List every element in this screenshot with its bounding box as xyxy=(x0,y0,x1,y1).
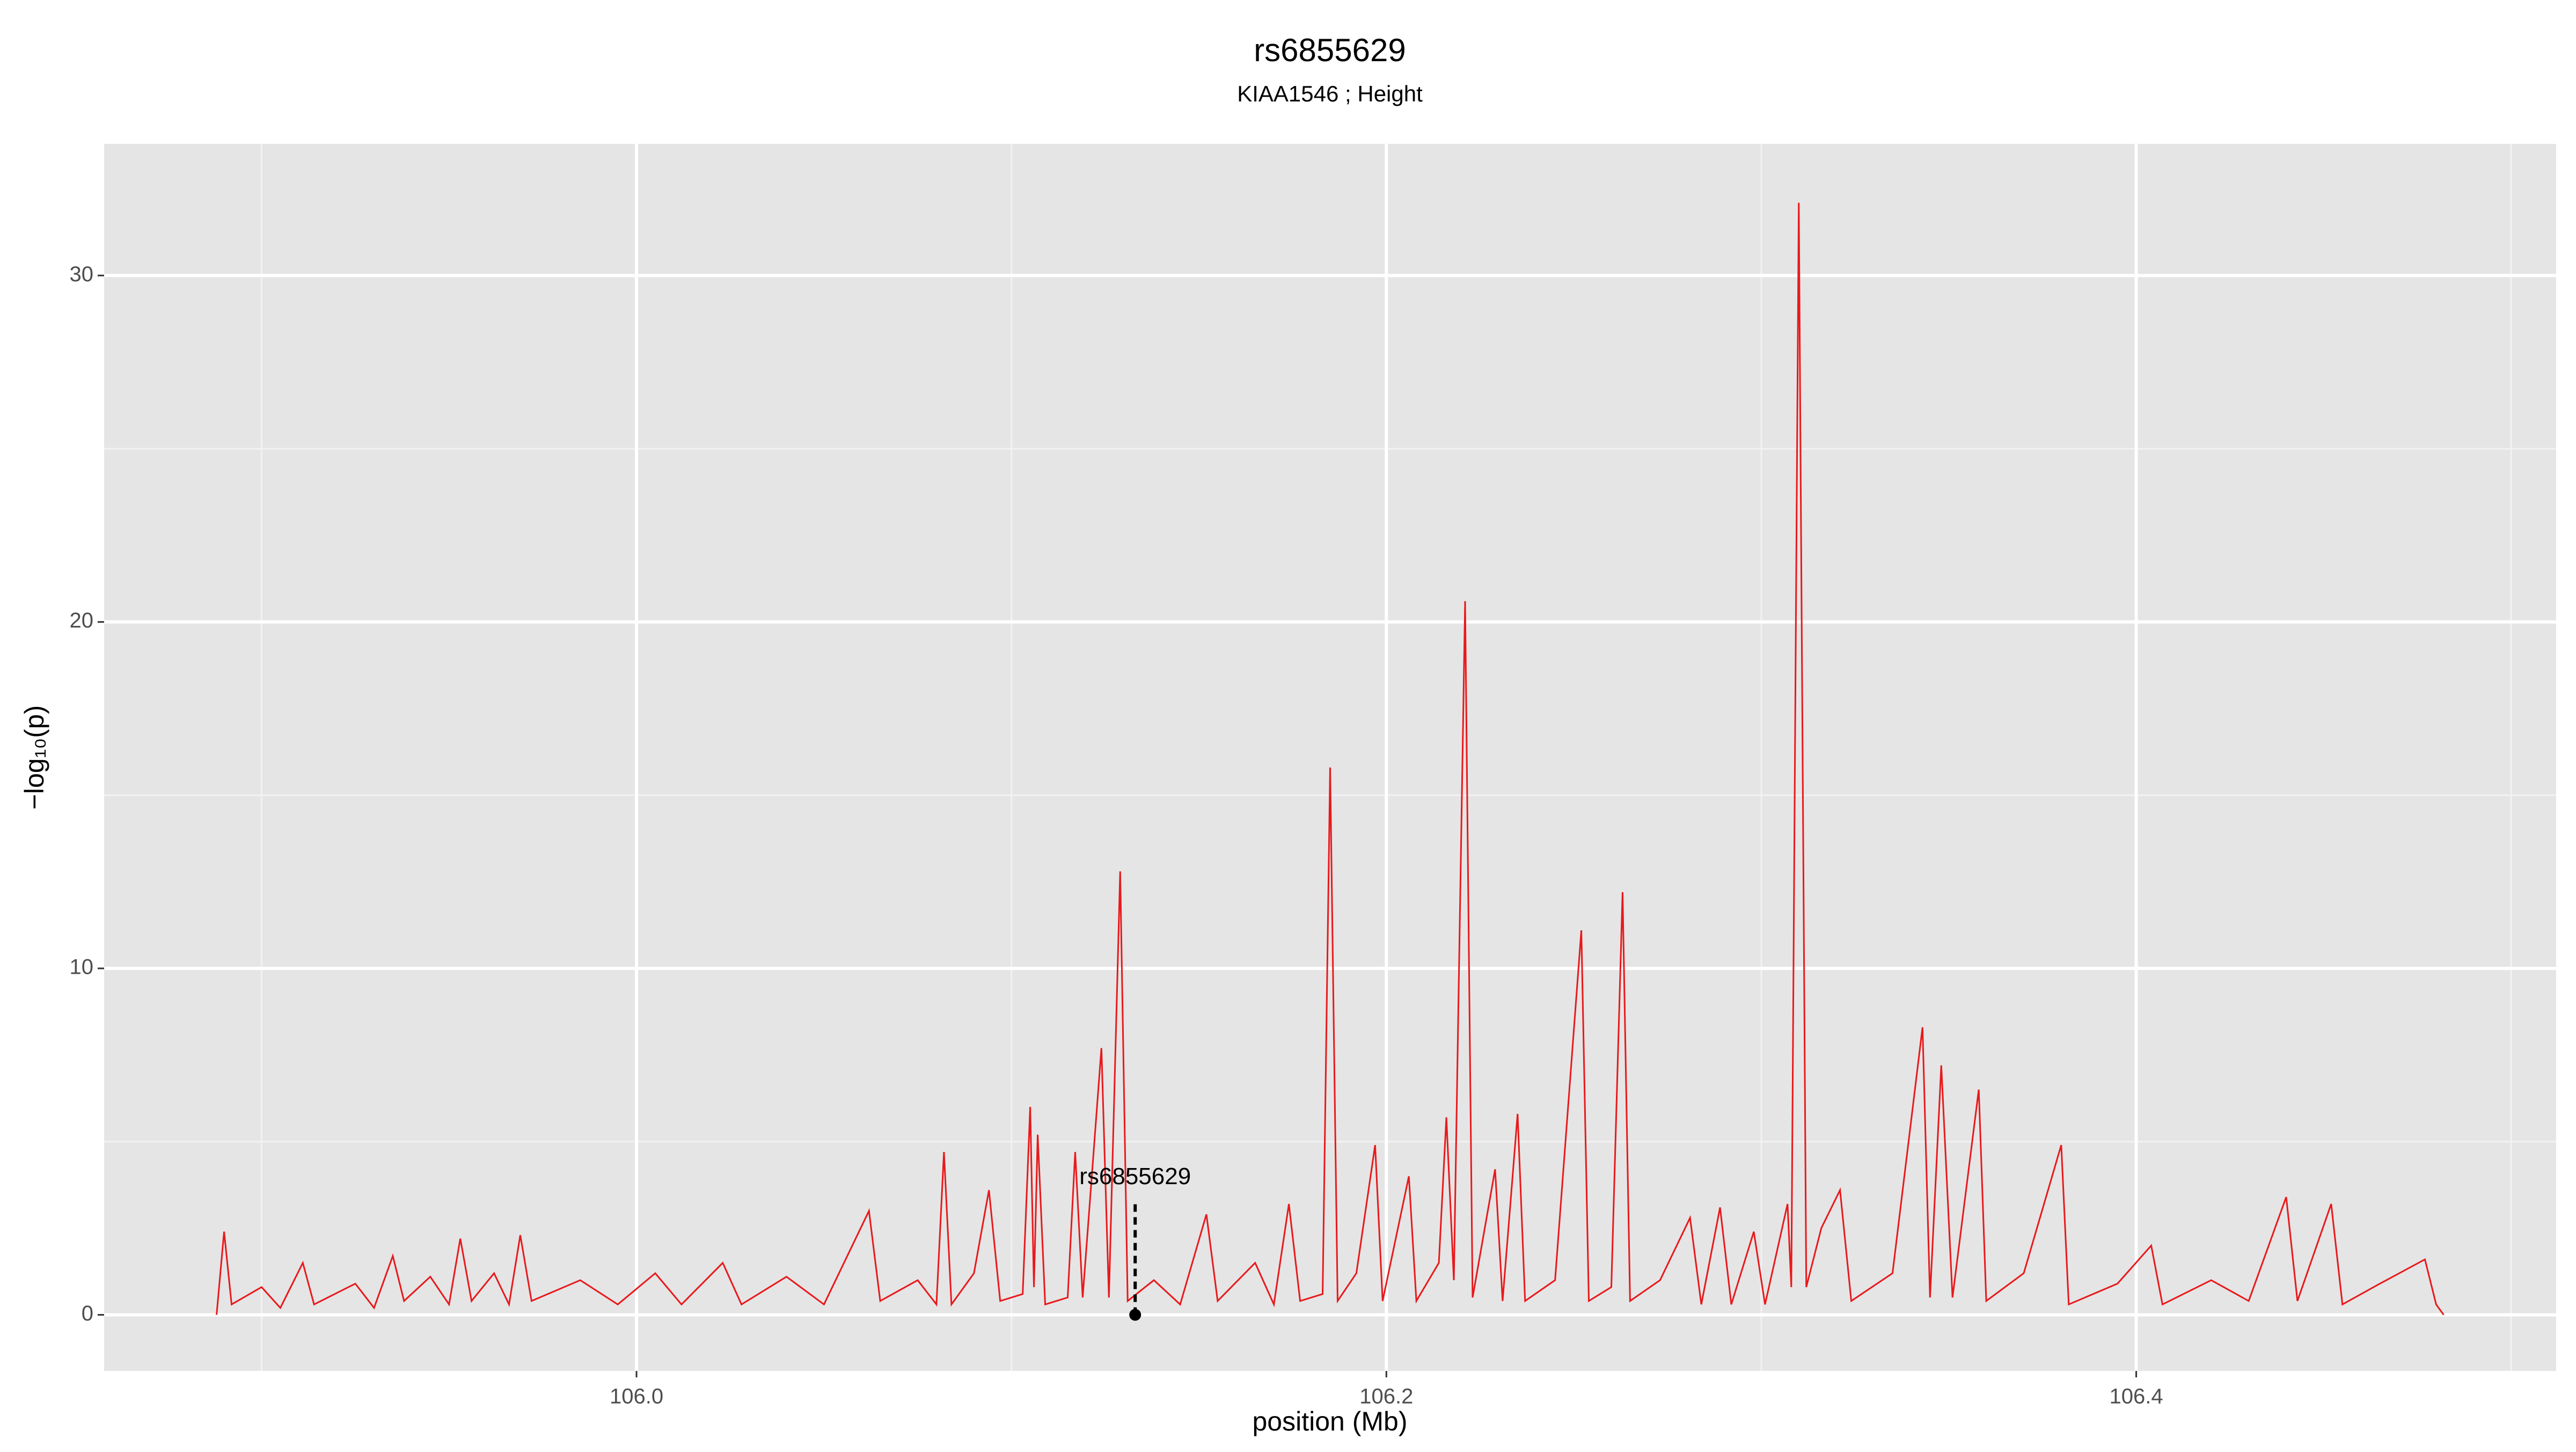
annotation-label: rs6855629 xyxy=(1079,1163,1191,1190)
y-tick-label: 20 xyxy=(70,609,94,632)
annotation-point xyxy=(1129,1309,1141,1321)
y-tick-label: 30 xyxy=(70,262,94,286)
y-tick-label: 10 xyxy=(70,955,94,979)
chart-subtitle: KIAA1546 ; Height xyxy=(1237,81,1423,106)
x-axis-label: position (Mb) xyxy=(1253,1406,1408,1436)
x-tick-label: 106.0 xyxy=(610,1385,663,1409)
chart-title: rs6855629 xyxy=(1254,32,1406,68)
y-tick-label: 0 xyxy=(82,1302,93,1325)
x-tick-label: 106.2 xyxy=(1359,1385,1413,1409)
association-line xyxy=(216,202,2445,1316)
panel xyxy=(104,144,2556,1371)
y-axis-label: −log₁₀(p) xyxy=(19,705,49,810)
x-tick-label: 106.4 xyxy=(2109,1385,2163,1409)
